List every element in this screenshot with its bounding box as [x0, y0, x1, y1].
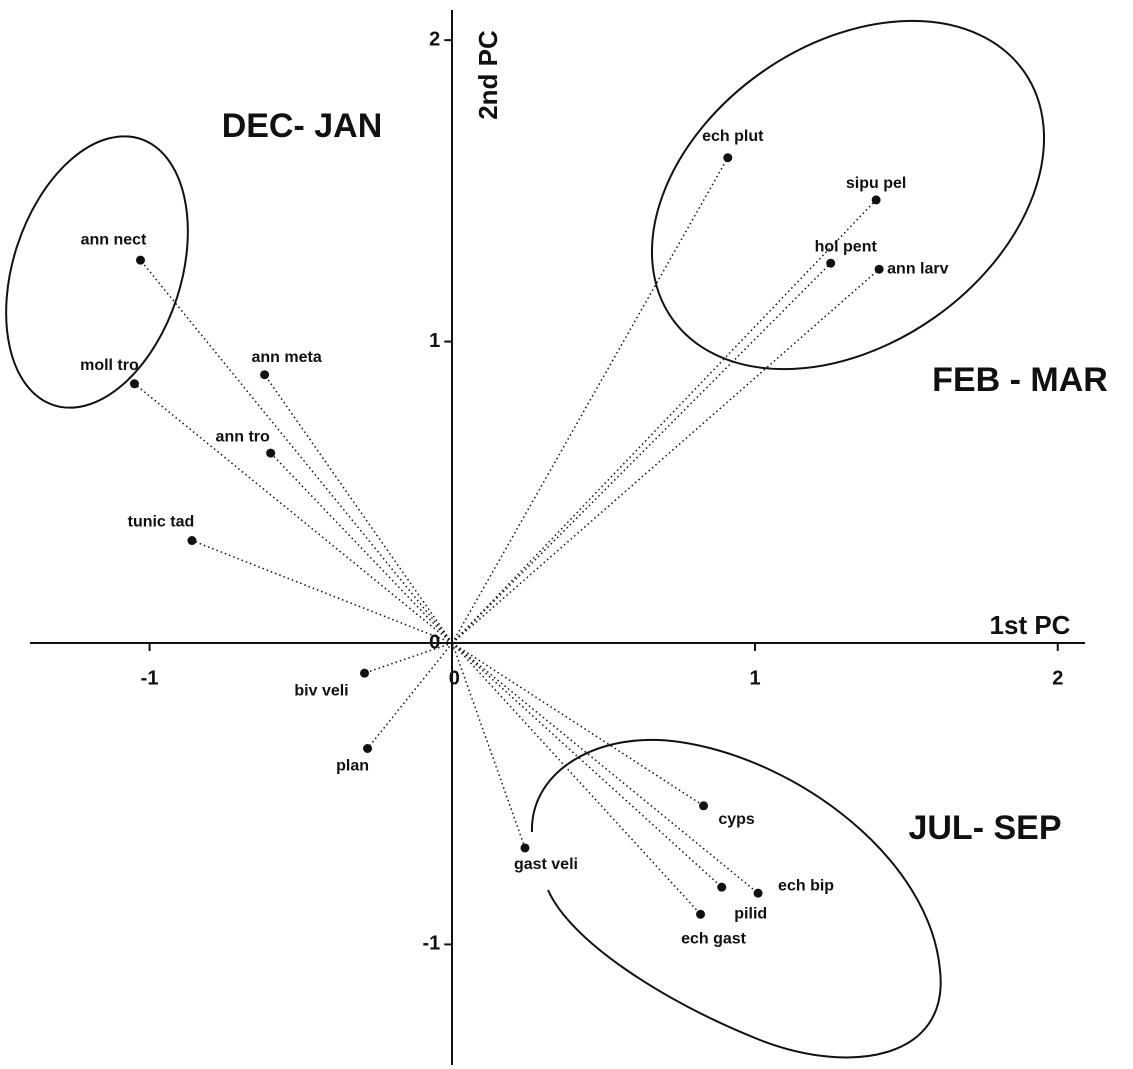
loading-vector	[451, 642, 526, 849]
point	[753, 888, 763, 898]
group-label: DEC- JAN	[222, 107, 383, 145]
point	[520, 843, 530, 853]
point	[717, 882, 727, 892]
point	[826, 258, 836, 268]
loading-vector	[191, 539, 453, 644]
point-label: moll tro	[80, 357, 139, 374]
group-label: FEB - MAR	[932, 361, 1108, 399]
y-axis-label: 2nd PC	[473, 30, 503, 120]
point	[360, 668, 370, 678]
point-label: ech gast	[681, 931, 747, 948]
point	[723, 153, 733, 163]
point	[363, 744, 373, 753]
loading-vector	[364, 642, 453, 674]
group-label: JUL- SEP	[908, 809, 1061, 847]
point-label: ann tro	[216, 428, 270, 445]
point-label: tunic tad	[128, 514, 195, 531]
loading-vector	[366, 642, 453, 749]
point-label: ech plut	[702, 128, 764, 145]
loading-vector	[451, 199, 877, 644]
y-tick-label: 1	[429, 330, 440, 352]
loading-vector	[451, 642, 759, 894]
group-arc	[530, 738, 942, 1059]
point	[187, 536, 197, 546]
x-axis-label: 1st PC	[990, 610, 1071, 640]
loading-vector	[451, 642, 723, 888]
y-tick-label: -1	[423, 933, 441, 955]
point-label: ech bip	[778, 877, 834, 894]
loading-vector	[451, 262, 832, 644]
loading-vector	[139, 259, 453, 644]
point-label: hol pent	[815, 238, 878, 255]
x-tick-label: -1	[141, 667, 159, 689]
point	[699, 801, 709, 811]
loading-vector	[451, 268, 880, 644]
loading-vector	[451, 157, 729, 644]
point	[135, 255, 145, 265]
loading-vector	[263, 374, 453, 644]
point	[696, 909, 706, 919]
y-tick-label: 2	[429, 28, 440, 50]
x-tick-label: 0	[449, 667, 460, 689]
point-label: pilid	[734, 905, 767, 922]
point-label: cyps	[718, 811, 755, 828]
y-tick-label: 0	[429, 631, 440, 653]
group-ellipse	[650, 19, 1046, 371]
point-label: biv veli	[294, 682, 348, 699]
x-tick-label: 1	[749, 667, 760, 689]
x-tick-label: 2	[1052, 667, 1063, 689]
group-ellipse	[5, 135, 189, 409]
loading-vector	[133, 383, 453, 644]
loading-vector	[270, 452, 453, 644]
point	[129, 379, 139, 389]
point-label: gast veli	[514, 856, 578, 873]
point-label: plan	[336, 758, 369, 775]
point	[260, 370, 270, 380]
loading-vector	[451, 642, 702, 915]
point	[266, 448, 276, 458]
loading-vector	[451, 642, 704, 807]
point	[871, 195, 881, 205]
point-label: sipu pel	[846, 175, 906, 192]
point-label: ann nect	[81, 231, 147, 248]
point-label: ann larv	[887, 260, 948, 277]
point-label: ann meta	[251, 349, 321, 366]
point	[874, 264, 884, 274]
